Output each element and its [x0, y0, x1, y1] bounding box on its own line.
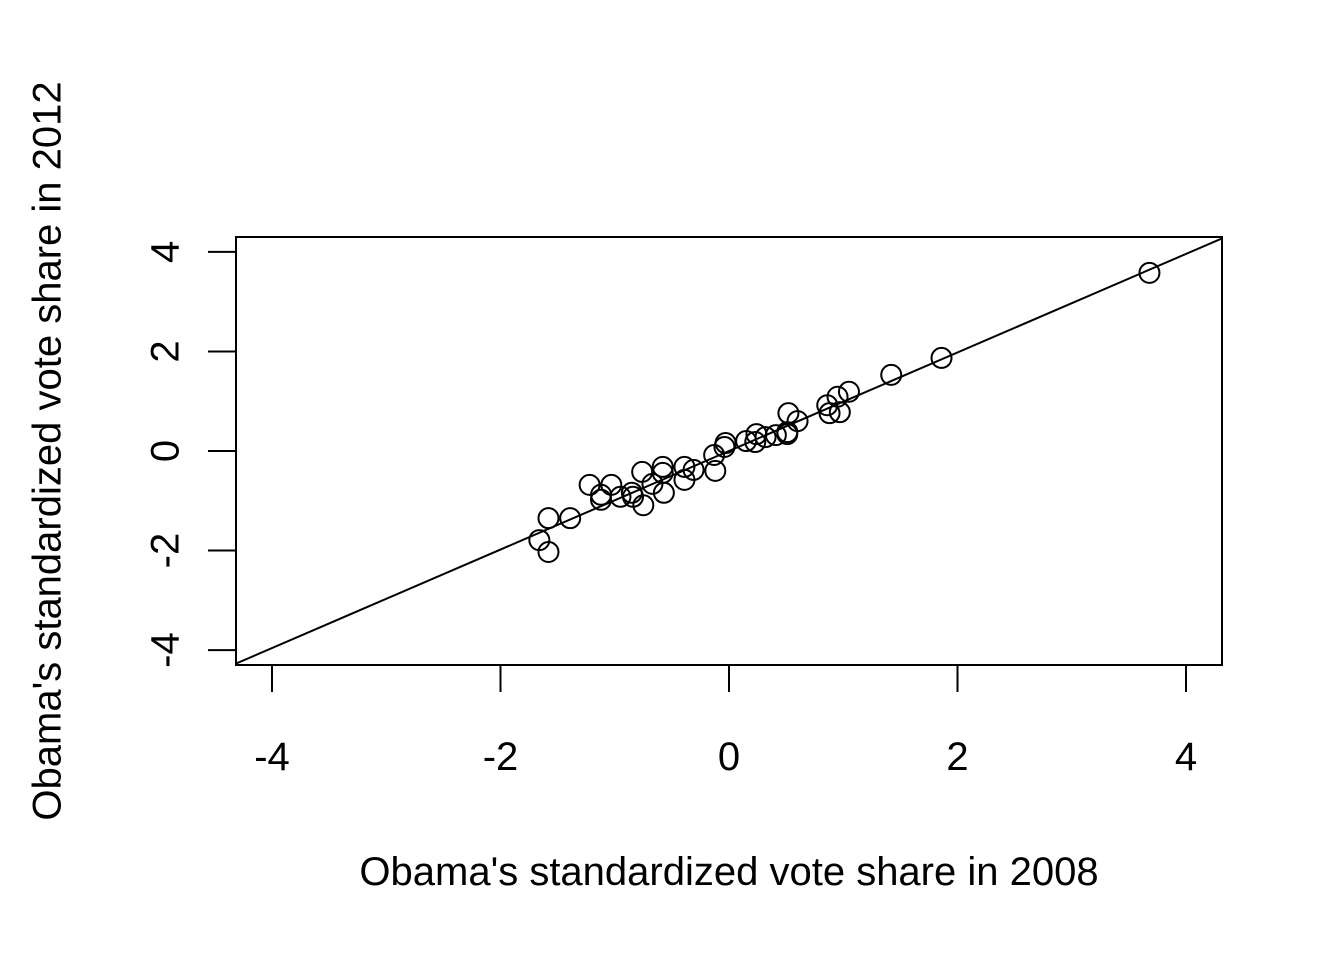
point: [673, 468, 696, 491]
x-tick-label: 0: [718, 735, 740, 779]
point: [816, 394, 839, 417]
point: [578, 473, 601, 496]
point: [744, 431, 767, 454]
x-tick-label: -2: [483, 735, 519, 779]
x-axis-label: Obama's standardized vote share in 2008: [359, 850, 1098, 894]
point: [673, 455, 696, 478]
point: [818, 402, 841, 425]
y-tick-label: -4: [144, 632, 188, 668]
point: [828, 401, 851, 424]
y-tick-label: 4: [144, 241, 188, 263]
point: [559, 507, 582, 530]
point: [528, 529, 551, 552]
point: [590, 488, 613, 511]
y-axis-label: Obama's standardized vote share in 2012: [26, 81, 70, 820]
point: [837, 380, 860, 403]
point: [631, 460, 654, 483]
x-tick-label: 2: [946, 735, 968, 779]
fit-line: [236, 237, 1222, 665]
y-tick-label: -2: [144, 533, 188, 569]
point: [1138, 261, 1161, 284]
y-tick-label: 2: [144, 340, 188, 362]
point: [703, 443, 726, 466]
point: [537, 507, 560, 530]
x-tick-label: 4: [1175, 735, 1197, 779]
point: [880, 363, 903, 386]
x-tick-label: -4: [254, 735, 290, 779]
point: [622, 485, 645, 508]
y-tick-label: 0: [144, 440, 188, 462]
point: [776, 423, 799, 446]
point: [930, 346, 953, 369]
point: [651, 455, 674, 478]
point: [704, 459, 727, 482]
